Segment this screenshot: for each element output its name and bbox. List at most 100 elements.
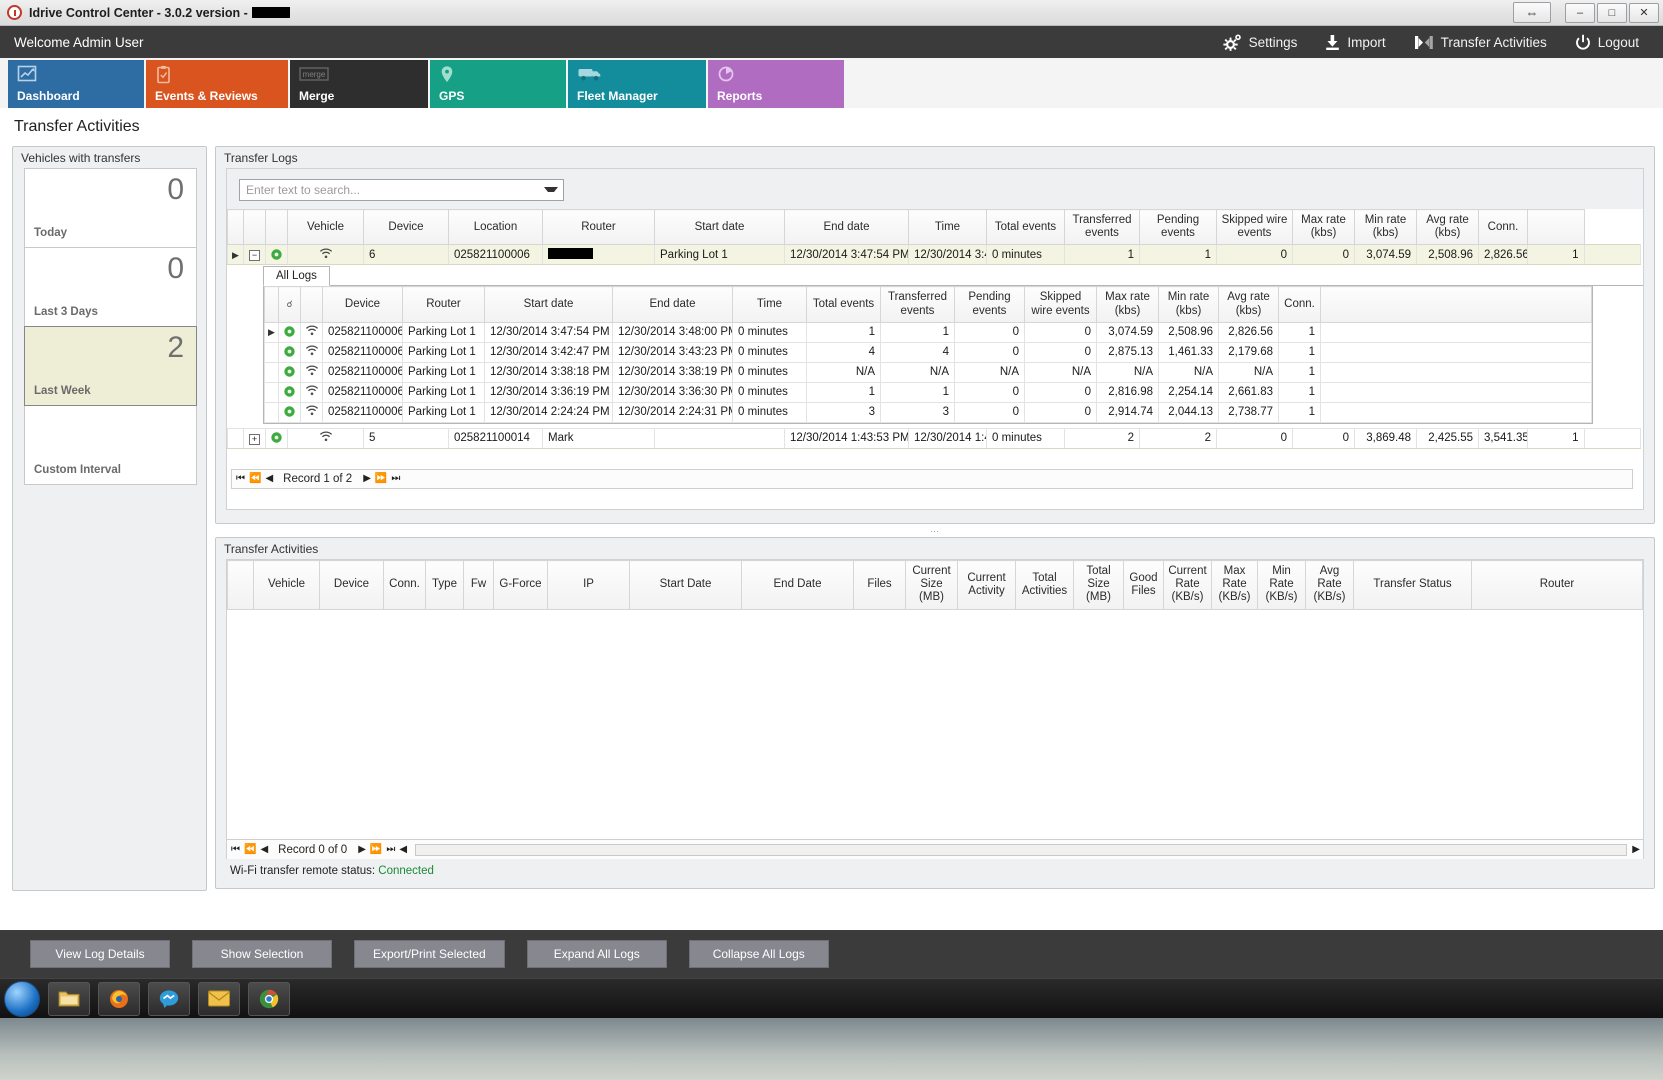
th-min-rate[interactable]: Min rate (kbs) <box>1354 208 1417 246</box>
period-tile-last-3-days[interactable]: 0 Last 3 Days <box>24 247 197 327</box>
th-transferred-events[interactable]: Transferred events <box>1064 208 1140 246</box>
th-ta-avg-rate[interactable]: Avg Rate (KB/s) <box>1305 560 1354 610</box>
table-row[interactable]: 025821100006 Parking Lot 1 12/30/2014 3:36… <box>264 381 1592 403</box>
th-ta-current-activity[interactable]: Current Activity <box>957 560 1016 610</box>
th-sub-avg-rate[interactable]: Avg rate (kbs) <box>1218 286 1279 323</box>
th-ta-good-files[interactable]: Good Files <box>1123 560 1164 610</box>
th-total-events[interactable]: Total events <box>986 208 1065 246</box>
hscroll-left-icon[interactable]: ◀ <box>399 844 407 856</box>
nav-next-icon[interactable]: ▶ <box>363 473 371 485</box>
period-tile-custom-interval[interactable]: Custom Interval <box>24 405 197 485</box>
th-ta-transfer-status[interactable]: Transfer Status <box>1353 560 1472 610</box>
th-ta-ip[interactable]: IP <box>547 560 630 610</box>
th-sub-transferred-events[interactable]: Transferred events <box>880 286 955 323</box>
th-end-date[interactable]: End date <box>784 208 909 246</box>
chevron-down-icon[interactable] <box>544 187 558 192</box>
nav-prev-page-icon[interactable]: ⏪ <box>244 844 256 856</box>
th-sub-pending-events[interactable]: Pending events <box>954 286 1025 323</box>
collapse-all-logs-button[interactable]: Collapse All Logs <box>688 940 829 968</box>
table-row[interactable]: + <box>227 427 1641 449</box>
menu-item-import[interactable]: Import <box>1311 26 1399 58</box>
start-orb-button[interactable] <box>4 980 40 1017</box>
messenger-icon[interactable] <box>148 981 190 1016</box>
show-selection-button[interactable]: Show Selection <box>192 940 332 968</box>
th-ta-vehicle[interactable]: Vehicle <box>253 560 320 610</box>
chrome-icon[interactable] <box>248 981 290 1016</box>
th-ta-gforce[interactable]: G-Force <box>493 560 548 610</box>
th-ta-fw[interactable]: Fw <box>463 560 494 610</box>
th-sub-device[interactable]: Device <box>322 286 403 323</box>
menu-item-settings[interactable]: Settings <box>1209 26 1312 58</box>
nav-next-page-icon[interactable]: ⏩ <box>369 844 382 856</box>
th-sub-conn[interactable]: Conn. <box>1278 286 1321 323</box>
th-vehicle[interactable]: Vehicle <box>287 208 364 246</box>
module-tab-gps[interactable]: GPS <box>430 60 566 108</box>
menu-item-transfer-activities[interactable]: Transfer Activities <box>1400 26 1561 58</box>
th-ta-total-size[interactable]: Total Size (MB) <box>1073 560 1124 610</box>
module-tab-events-reviews[interactable]: Events & Reviews <box>146 60 288 108</box>
nav-next-icon[interactable]: ▶ <box>358 844 366 856</box>
close-button[interactable]: ✕ <box>1629 2 1659 23</box>
outlook-icon[interactable] <box>198 981 240 1016</box>
th-start-date[interactable]: Start date <box>654 208 785 246</box>
th-ta-min-rate[interactable]: Min Rate (KB/s) <box>1257 560 1306 610</box>
nav-prev-icon[interactable]: ◀ <box>265 473 273 485</box>
restore-size-button[interactable]: ⇔ <box>1513 2 1551 23</box>
th-ta-total-activities[interactable]: Total Activities <box>1015 560 1074 610</box>
period-tile-today[interactable]: 0 Today <box>24 168 197 248</box>
th-ta-start-date[interactable]: Start Date <box>629 560 742 610</box>
table-row[interactable]: 025821100006 Parking Lot 1 12/30/2014 3:42… <box>264 341 1592 363</box>
expand-all-logs-button[interactable]: Expand All Logs <box>526 940 667 968</box>
th-pending-events[interactable]: Pending events <box>1139 208 1217 246</box>
export-print-selected-button[interactable]: Export/Print Selected <box>354 940 505 968</box>
th-avg-rate[interactable]: Avg rate (kbs) <box>1416 208 1479 246</box>
module-tab-dashboard[interactable]: Dashboard <box>8 60 144 108</box>
minimize-button[interactable]: – <box>1565 2 1595 23</box>
hscroll-right-icon[interactable]: ▶ <box>1632 844 1640 856</box>
th-ta-end-date[interactable]: End Date <box>741 560 854 610</box>
search-input[interactable]: Enter text to search... <box>239 179 564 201</box>
panel-splitter[interactable]: ⋯ <box>930 526 940 536</box>
th-sub-router[interactable]: Router <box>402 286 485 323</box>
th-sub-end-date[interactable]: End date <box>612 286 733 323</box>
nav-last-icon[interactable]: ⏭ <box>391 473 400 485</box>
th-ta-current-size[interactable]: Current Size (MB) <box>905 560 958 610</box>
table-row[interactable]: ▶ 025821100006 Parking Lot 1 12/30/2014 3:4… <box>264 321 1592 343</box>
th-skipped-wire-events[interactable]: Skipped wire events <box>1216 208 1293 246</box>
nav-prev-page-icon[interactable]: ⏪ <box>249 473 261 485</box>
th-sub-max-rate[interactable]: Max rate (kbs) <box>1096 286 1159 323</box>
th-ta-router[interactable]: Router <box>1471 560 1643 610</box>
transfer-activities-hscrollbar[interactable] <box>415 843 1628 856</box>
nav-first-icon[interactable]: ⏮ <box>231 844 240 856</box>
th-ta-current-rate[interactable]: Current Rate (KB/s) <box>1163 560 1212 610</box>
th-ta-conn[interactable]: Conn. <box>383 560 426 610</box>
view-log-details-button[interactable]: View Log Details <box>30 940 170 968</box>
nav-first-icon[interactable]: ⏮ <box>236 473 245 485</box>
nav-last-icon[interactable]: ⏭ <box>386 844 395 856</box>
expand-row-icon[interactable]: + <box>249 433 260 445</box>
th-ta-max-rate[interactable]: Max Rate (KB/s) <box>1211 560 1258 610</box>
th-ta-files[interactable]: Files <box>853 560 906 610</box>
th-sub-total-events[interactable]: Total events <box>806 286 881 323</box>
period-tile-last-week[interactable]: 2 Last Week <box>24 326 197 406</box>
th-conn[interactable]: Conn. <box>1478 208 1528 246</box>
th-sub-min-rate[interactable]: Min rate (kbs) <box>1158 286 1219 323</box>
firefox-icon[interactable] <box>98 981 140 1016</box>
module-tab-reports[interactable]: Reports <box>708 60 844 108</box>
collapse-row-icon[interactable]: − <box>249 250 260 262</box>
transfer-logs-hscrollbar[interactable] <box>408 473 1628 485</box>
th-sub-start-date[interactable]: Start date <box>484 286 613 323</box>
th-sub-skipped-wire-events[interactable]: Skipped wire events <box>1024 286 1097 323</box>
table-row[interactable]: 025821100006 Parking Lot 1 12/30/2014 3:38… <box>264 361 1592 383</box>
module-tab-fleet-manager[interactable]: Fleet Manager <box>568 60 706 108</box>
search-column-icon[interactable]: ☌ <box>278 286 301 323</box>
tab-all-logs[interactable]: All Logs <box>263 266 330 287</box>
table-row[interactable]: ▶ − <box>227 244 1641 266</box>
th-location[interactable]: Location <box>448 208 543 246</box>
nav-prev-icon[interactable]: ◀ <box>260 844 268 856</box>
th-ta-type[interactable]: Type <box>425 560 464 610</box>
table-row[interactable]: 025821100006 Parking Lot 1 12/30/2014 2:24… <box>264 401 1592 423</box>
module-tab-merge[interactable]: merge Merge <box>290 60 428 108</box>
th-sub-time[interactable]: Time <box>732 286 807 323</box>
th-router[interactable]: Router <box>542 208 655 246</box>
